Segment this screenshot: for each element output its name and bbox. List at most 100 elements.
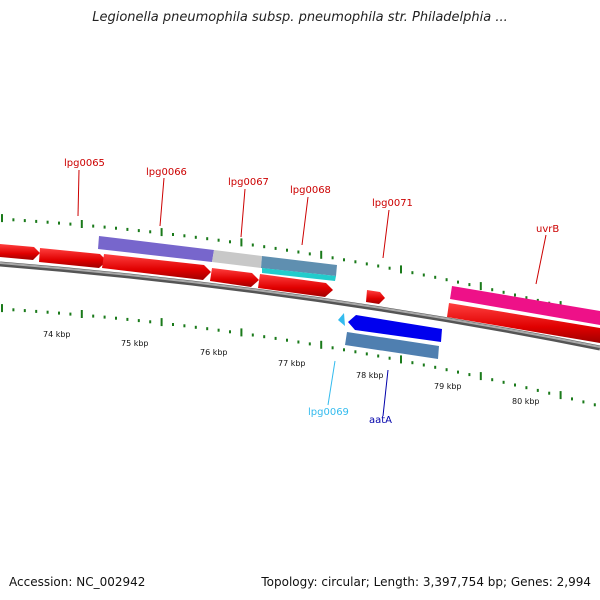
upper-row-tick [514,293,516,297]
upper-row-tick [46,220,49,224]
gene-arrow-5[interactable] [258,274,333,297]
label-uvrB[interactable]: uvrB [536,224,559,235]
tick-label-77: 77 kbp [278,359,306,368]
accession-text: Accession: NC_002942 [9,575,146,589]
upper-row-tick [502,290,505,294]
tick-label-74: 74 kbp [43,330,71,339]
lower-row-tick [172,323,174,326]
upper-row-tick [217,238,220,242]
upper-row-tick [251,243,254,247]
gene-arrow-aatA[interactable] [348,315,442,342]
map-title: Legionella pneumophila subsp. pneumophil… [92,10,508,25]
tick-label-78: 78 kbp [356,371,384,380]
gene-arrow-6[interactable] [447,303,600,343]
gene-lpg0065-box[interactable] [98,236,214,262]
upper-row-tick [103,225,106,229]
leader-lpg0066 [159,177,165,227]
upper-row-tick [172,233,174,236]
upper-row-tick [422,273,425,277]
lower-row-tick [160,318,163,327]
lower-row-tick [388,356,391,360]
lower-row-tick [12,308,15,312]
label-aatA[interactable]: aatA [369,415,392,426]
lower-row-tick [308,342,311,346]
lower-row-tick [502,380,505,384]
gene-arrow-lpg0071[interactable] [366,290,385,304]
gene-arrow-lpg0069[interactable] [338,313,345,326]
upper-row-tick [160,228,163,237]
leader-lpg0069 [327,360,336,406]
leader-lpg0065 [77,169,80,217]
lower-row-tick [286,338,288,342]
gene-arrow-4[interactable] [210,268,259,287]
upper-row-tick [331,256,334,260]
upper-row-tick [445,278,448,282]
upper-row-tick [35,219,38,223]
lower-row-tick [525,386,528,390]
lower-row-tick [491,378,494,382]
lower-row-tick [80,310,83,318]
upper-row-tick [194,235,197,239]
upper-row-tick [92,224,95,228]
upper-row-tick [149,230,152,234]
upper-row-tick [115,226,117,230]
upper-row-tick [183,234,186,238]
upper-row-tick [12,218,15,222]
lower-tick-row [1,304,596,407]
upper-row-tick [434,275,437,279]
lower-row-tick [445,368,448,372]
lower-row-tick [457,370,459,374]
upper-row-tick [365,262,368,266]
lower-row-tick [206,327,209,331]
upper-row-tick [263,245,266,249]
lower-row-tick [479,372,482,381]
lower-row-tick [377,354,380,358]
upper-row-tick [206,237,209,241]
tick-label-80: 80 kbp [512,397,540,406]
gene-lpg0067-box[interactable] [261,256,337,276]
upper-row-tick [525,296,528,300]
label-lpg0065[interactable]: lpg0065 [64,158,105,169]
upper-row-tick [536,298,539,302]
lower-row-tick [263,335,266,339]
leader-lpg0067 [240,188,246,238]
lower-row-tick [593,403,596,407]
lower-row-tick [240,328,243,337]
gene-lpg0066-box[interactable] [212,250,262,268]
upper-row-tick [388,266,391,270]
leader-lpg0071 [382,209,390,259]
gene-aatA-box[interactable] [345,332,439,359]
gene-arrow-uvrB[interactable] [450,286,600,325]
gene-arrow-3[interactable] [102,254,211,280]
lower-row-tick [354,350,357,354]
lower-row-tick [251,333,254,337]
label-lpg0068[interactable]: lpg0068 [290,185,331,196]
upper-row-tick [320,250,323,259]
lower-row-tick [35,309,38,313]
gene-lpg0068-box[interactable] [262,268,336,281]
lower-row-tick [92,314,95,318]
lower-row-tick [331,346,334,350]
leader-lpg0068 [301,196,309,246]
upper-row-tick [297,250,300,254]
lower-row-tick [422,363,425,367]
lower-row-tick [69,312,72,316]
lower-row-tick [137,319,140,323]
upper-row-tick [286,248,288,252]
upper-row-tick [23,219,26,223]
leader-aatA [382,369,389,417]
upper-row-tick [468,283,471,287]
lower-row-tick [103,315,106,319]
gene-arrow-1[interactable] [0,244,40,260]
lower-row-tick [183,324,186,328]
label-lpg0071[interactable]: lpg0071 [372,198,413,209]
label-lpg0067[interactable]: lpg0067 [228,177,269,188]
upper-row-tick [377,264,380,268]
lower-row-tick [46,310,49,314]
upper-row-tick [69,222,72,226]
gene-arrow-2[interactable] [39,248,107,268]
label-lpg0066[interactable]: lpg0066 [146,167,187,178]
lower-row-tick [274,336,277,340]
label-lpg0069[interactable]: lpg0069 [308,407,349,418]
upper-row-tick [229,240,231,244]
